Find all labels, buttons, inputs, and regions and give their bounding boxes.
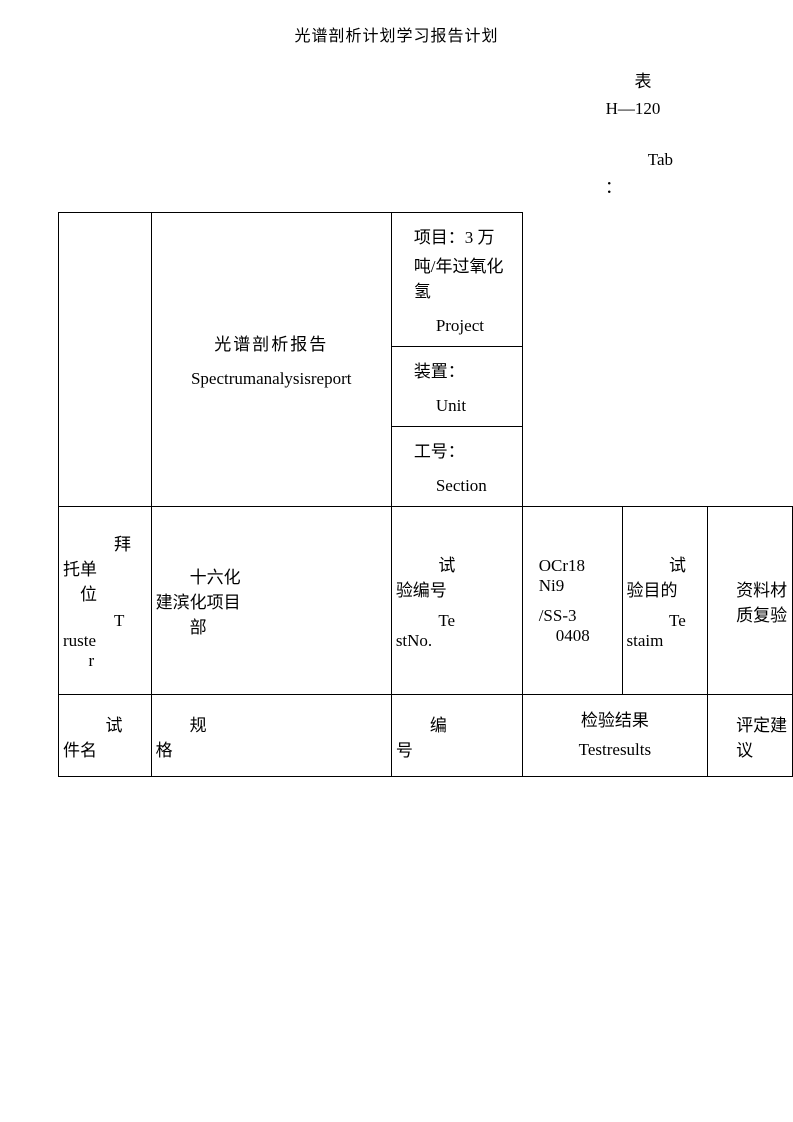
cell-testno-value: OCr18 Ni9 /SS-3 0408 — [522, 507, 622, 695]
unit-en: Unit — [414, 396, 514, 416]
cell-testno-label: 试 验编号 Te stNo. — [391, 507, 522, 695]
report-table: 光谱剖析报告 Spectrumanalysisreport 项目：3 万 吨/年… — [58, 212, 793, 777]
truster-l2: 托单 — [63, 555, 147, 580]
cell-r3-c1: 试 件名 — [59, 695, 152, 777]
cell-truster-value: 十六化 建滨化项目 部 — [151, 507, 391, 695]
report-title-cn: 光谱剖析报告 — [152, 330, 391, 355]
trusterv-l1: 十六化 — [156, 563, 387, 588]
r3c5-l2: 议 — [736, 736, 788, 761]
cell-r3-c5: 评定建 议 — [708, 695, 793, 777]
project-en: Project — [414, 316, 514, 336]
testaimv-l1: 资料材 — [736, 576, 788, 601]
testaim-l3: Te — [627, 611, 704, 631]
cell-empty-left — [59, 213, 152, 507]
section-en: Section — [414, 476, 514, 496]
r3c4-l2: Testresults — [529, 736, 701, 765]
r3c3-l2: 号 — [396, 736, 518, 761]
project-line2: 吨/年过氧化氢 — [414, 252, 514, 302]
truster-l6: r — [63, 651, 147, 671]
r3c1-l2: 件名 — [63, 736, 147, 761]
r3c5-l1: 评定建 — [736, 711, 788, 736]
r3c4-l1: 检验结果 — [529, 707, 701, 736]
testnov-l3: /SS-3 — [539, 606, 618, 626]
cell-r3-c4: 检验结果 Testresults — [522, 695, 707, 777]
testno-l4: stNo. — [396, 631, 518, 651]
testno-l1: 试 — [396, 551, 518, 576]
cell-section: 工号： Section — [391, 427, 522, 507]
testno-l2: 验编号 — [396, 576, 518, 601]
testaimv-l2: 质复验 — [736, 601, 788, 626]
trusterv-l2: 建滨化项目 — [156, 588, 387, 613]
header-colon: ： — [553, 174, 713, 201]
testnov-l4: 0408 — [539, 626, 618, 646]
cell-project: 项目：3 万 吨/年过氧化氢 Project — [391, 213, 522, 347]
project-line1: 项目：3 万 — [414, 223, 514, 248]
r3c3-l1: 编 — [396, 711, 518, 736]
unit-cn: 装置： — [414, 357, 514, 382]
testnov-l1: OCr18 — [539, 556, 618, 576]
testno-l3: Te — [396, 611, 518, 631]
r3c1-l1: 试 — [63, 711, 147, 736]
cell-testaim-label: 试 验目的 Te staim — [622, 507, 708, 695]
r3c2-l1: 规 — [156, 711, 387, 736]
cell-truster-label: 拜 托单 位 T ruste r — [59, 507, 152, 695]
header-right-block: 表 H—120 Tab ： — [553, 68, 713, 201]
testnov-l2: Ni9 — [539, 576, 618, 596]
truster-l4: T — [63, 611, 147, 631]
cell-testaim-value: 资料材 质复验 — [708, 507, 793, 695]
trusterv-l3: 部 — [156, 613, 387, 638]
truster-l5: ruste — [63, 631, 147, 651]
testaim-l4: staim — [627, 631, 704, 651]
testaim-l2: 验目的 — [627, 576, 704, 601]
page-title: 光谱剖析计划学习报告计划 — [0, 0, 793, 46]
report-title-en: Spectrumanalysisreport — [152, 369, 391, 389]
section-cn: 工号： — [414, 437, 514, 462]
header-tab-label: Tab — [553, 146, 713, 173]
cell-r3-c3: 编 号 — [391, 695, 522, 777]
truster-l3: 位 — [63, 580, 147, 605]
testaim-l1: 试 — [627, 551, 704, 576]
cell-unit: 装置： Unit — [391, 347, 522, 427]
header-code: H—120 — [553, 95, 713, 122]
r3c2-l2: 格 — [156, 736, 387, 761]
truster-l1: 拜 — [63, 530, 147, 555]
header-biao: 表 — [573, 68, 713, 95]
cell-report-title: 光谱剖析报告 Spectrumanalysisreport — [151, 213, 391, 507]
cell-r3-c2: 规 格 — [151, 695, 391, 777]
